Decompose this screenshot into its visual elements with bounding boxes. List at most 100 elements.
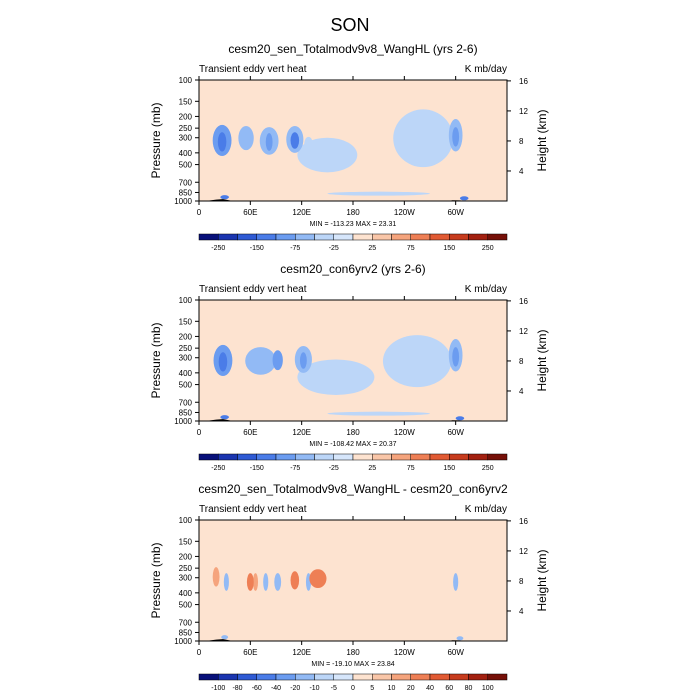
x-tick-label: 180: [346, 428, 360, 437]
colorbar-label: -60: [252, 685, 262, 692]
colorbar-label: 60: [445, 685, 453, 692]
colorbar-label: 150: [443, 465, 455, 472]
colorbar-box: [275, 673, 296, 681]
y-axis-label: Pressure (mb): [149, 542, 163, 618]
colorbar-label: 25: [368, 465, 376, 472]
contour-feature: [452, 127, 460, 147]
colorbar-box: [487, 673, 508, 681]
stats-text: MIN = -113.23 MAX = 23.31: [310, 221, 397, 228]
contour-feature: [218, 352, 228, 372]
colorbar-label: 75: [407, 245, 415, 252]
contour-feature: [217, 132, 227, 152]
contour-feature: [453, 573, 459, 591]
colorbar-box: [237, 673, 257, 681]
y2-axis-label: Height (km): [535, 109, 549, 171]
colorbar-box: [468, 233, 488, 241]
colorbar-label: 25: [368, 245, 376, 252]
plot-area: [199, 520, 507, 641]
y-tick-label: 150: [179, 97, 193, 106]
contour-feature: [223, 573, 229, 591]
colorbar-box: [449, 673, 469, 681]
left-string: Transient eddy vert heat: [199, 64, 307, 75]
contour-feature: [245, 347, 276, 375]
left-string: Transient eddy vert heat: [199, 284, 307, 295]
plot-area: [199, 300, 507, 421]
stats-text: MIN = -19.10 MAX = 23.84: [311, 661, 394, 668]
colorbar-label: 0: [351, 685, 355, 692]
colorbar-label: -20: [290, 685, 300, 692]
right-string: K mb/day: [465, 64, 507, 75]
colorbar-box: [372, 233, 392, 241]
contour-feature: [341, 573, 359, 608]
colorbar-label: -25: [329, 245, 339, 252]
colorbar-label: -100: [211, 685, 225, 692]
x-tick-label: 120E: [292, 428, 311, 437]
colorbar-box: [352, 673, 373, 681]
contour-feature: [238, 126, 254, 151]
colorbar-box: [198, 673, 219, 681]
right-string: K mb/day: [465, 504, 507, 515]
y2-tick-label: 8: [519, 357, 524, 366]
colorbar-label: -75: [290, 245, 300, 252]
colorbar-label: -40: [271, 685, 281, 692]
contour-feature: [290, 571, 300, 590]
y-tick-label: 400: [179, 149, 193, 158]
x-tick-label: 0: [197, 648, 202, 657]
y-tick-label: 500: [179, 161, 193, 170]
colorbar-box: [449, 453, 469, 461]
y-tick-label: 400: [179, 369, 193, 378]
colorbar-label: 80: [465, 685, 473, 692]
colorbar-label: -75: [290, 465, 300, 472]
y-tick-label: 1000: [174, 197, 192, 206]
y-tick-label: 100: [179, 296, 193, 305]
y2-axis-label: Height (km): [535, 329, 549, 391]
colorbar-box: [218, 233, 238, 241]
contour-feature: [297, 359, 375, 396]
contour-feature: [299, 352, 307, 369]
y-tick-label: 300: [179, 354, 193, 363]
y-tick-label: 850: [179, 188, 193, 197]
y-tick-label: 200: [179, 112, 193, 121]
colorbar-label: -5: [331, 685, 337, 692]
colorbar-box: [391, 673, 411, 681]
y-tick-label: 300: [179, 134, 193, 143]
colorbar-label: 5: [370, 685, 374, 692]
y-tick-label: 150: [179, 317, 193, 326]
x-tick-label: 120W: [394, 428, 415, 437]
colorbar-label: 100: [482, 685, 494, 692]
y-tick-label: 250: [179, 564, 193, 573]
colorbar-label: 150: [443, 245, 455, 252]
y-tick-label: 200: [179, 552, 193, 561]
colorbar-label: 10: [388, 685, 396, 692]
stats-text: MIN = -108.42 MAX = 20.37: [309, 441, 396, 448]
colorbar-box: [410, 233, 431, 241]
y-tick-label: 850: [179, 408, 193, 417]
x-tick-label: 0: [197, 208, 202, 217]
y2-tick-label: 12: [519, 547, 528, 556]
y-tick-label: 1000: [174, 417, 192, 426]
y2-tick-label: 4: [519, 607, 524, 616]
colorbar-box: [198, 233, 219, 241]
colorbar-box: [352, 453, 373, 461]
colorbar-label: -150: [250, 465, 264, 472]
y2-tick-label: 4: [519, 387, 524, 396]
contour-feature: [212, 567, 220, 587]
x-tick-label: 180: [346, 208, 360, 217]
panels: cesm20_sen_Totalmodv9v8_WangHL (yrs 2-6)…: [149, 42, 549, 692]
x-tick-label: 60E: [243, 648, 257, 657]
panel-title: cesm20_sen_Totalmodv9v8_WangHL (yrs 2-6): [228, 42, 477, 56]
colorbar-box: [468, 453, 488, 461]
colorbar-box: [449, 233, 469, 241]
colorbar-box: [237, 453, 257, 461]
chart-panel-2: cesm20_con6yrv2 (yrs 2-6) Transient eddy …: [149, 262, 549, 472]
colorbar-box: [218, 673, 238, 681]
colorbar-label: 40: [426, 685, 434, 692]
contour-feature: [246, 573, 254, 591]
colorbar-box: [333, 453, 354, 461]
contour-feature: [252, 573, 259, 591]
contour-feature: [263, 573, 269, 591]
plot-area: [199, 80, 507, 201]
contour-feature: [274, 573, 282, 591]
y-tick-label: 1000: [174, 637, 192, 646]
